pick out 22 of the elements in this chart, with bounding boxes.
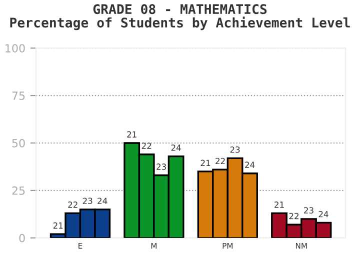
text: 23 bbox=[156, 164, 166, 170]
y-tick-label: 100 bbox=[6, 44, 25, 52]
y-tick-label: 50 bbox=[12, 138, 25, 148]
text: 21 bbox=[274, 202, 284, 208]
y-tick-label: 0 bbox=[19, 234, 25, 242]
chart-title: GRADE 08 - MATHEMATICS Percentage of Students by Achievement Level bbox=[10, 4, 350, 30]
text: 22 bbox=[142, 142, 152, 149]
text: 22 bbox=[68, 202, 78, 208]
text: 24 bbox=[171, 144, 181, 151]
series-label: 24 bbox=[98, 198, 108, 204]
text: 21 bbox=[200, 160, 210, 166]
text: 23 bbox=[304, 207, 314, 214]
text: 24 bbox=[245, 162, 255, 168]
text: 22 bbox=[289, 212, 298, 220]
y-tick-label: 25 bbox=[12, 186, 25, 195]
y-tick-label: 75 bbox=[12, 92, 25, 100]
series-label: 21 bbox=[53, 222, 63, 229]
text: 24 bbox=[318, 211, 328, 218]
text: 21 bbox=[127, 131, 136, 138]
text: 23 bbox=[230, 146, 240, 153]
series-label: 22 bbox=[216, 158, 225, 164]
series-label: 23 bbox=[82, 198, 92, 204]
